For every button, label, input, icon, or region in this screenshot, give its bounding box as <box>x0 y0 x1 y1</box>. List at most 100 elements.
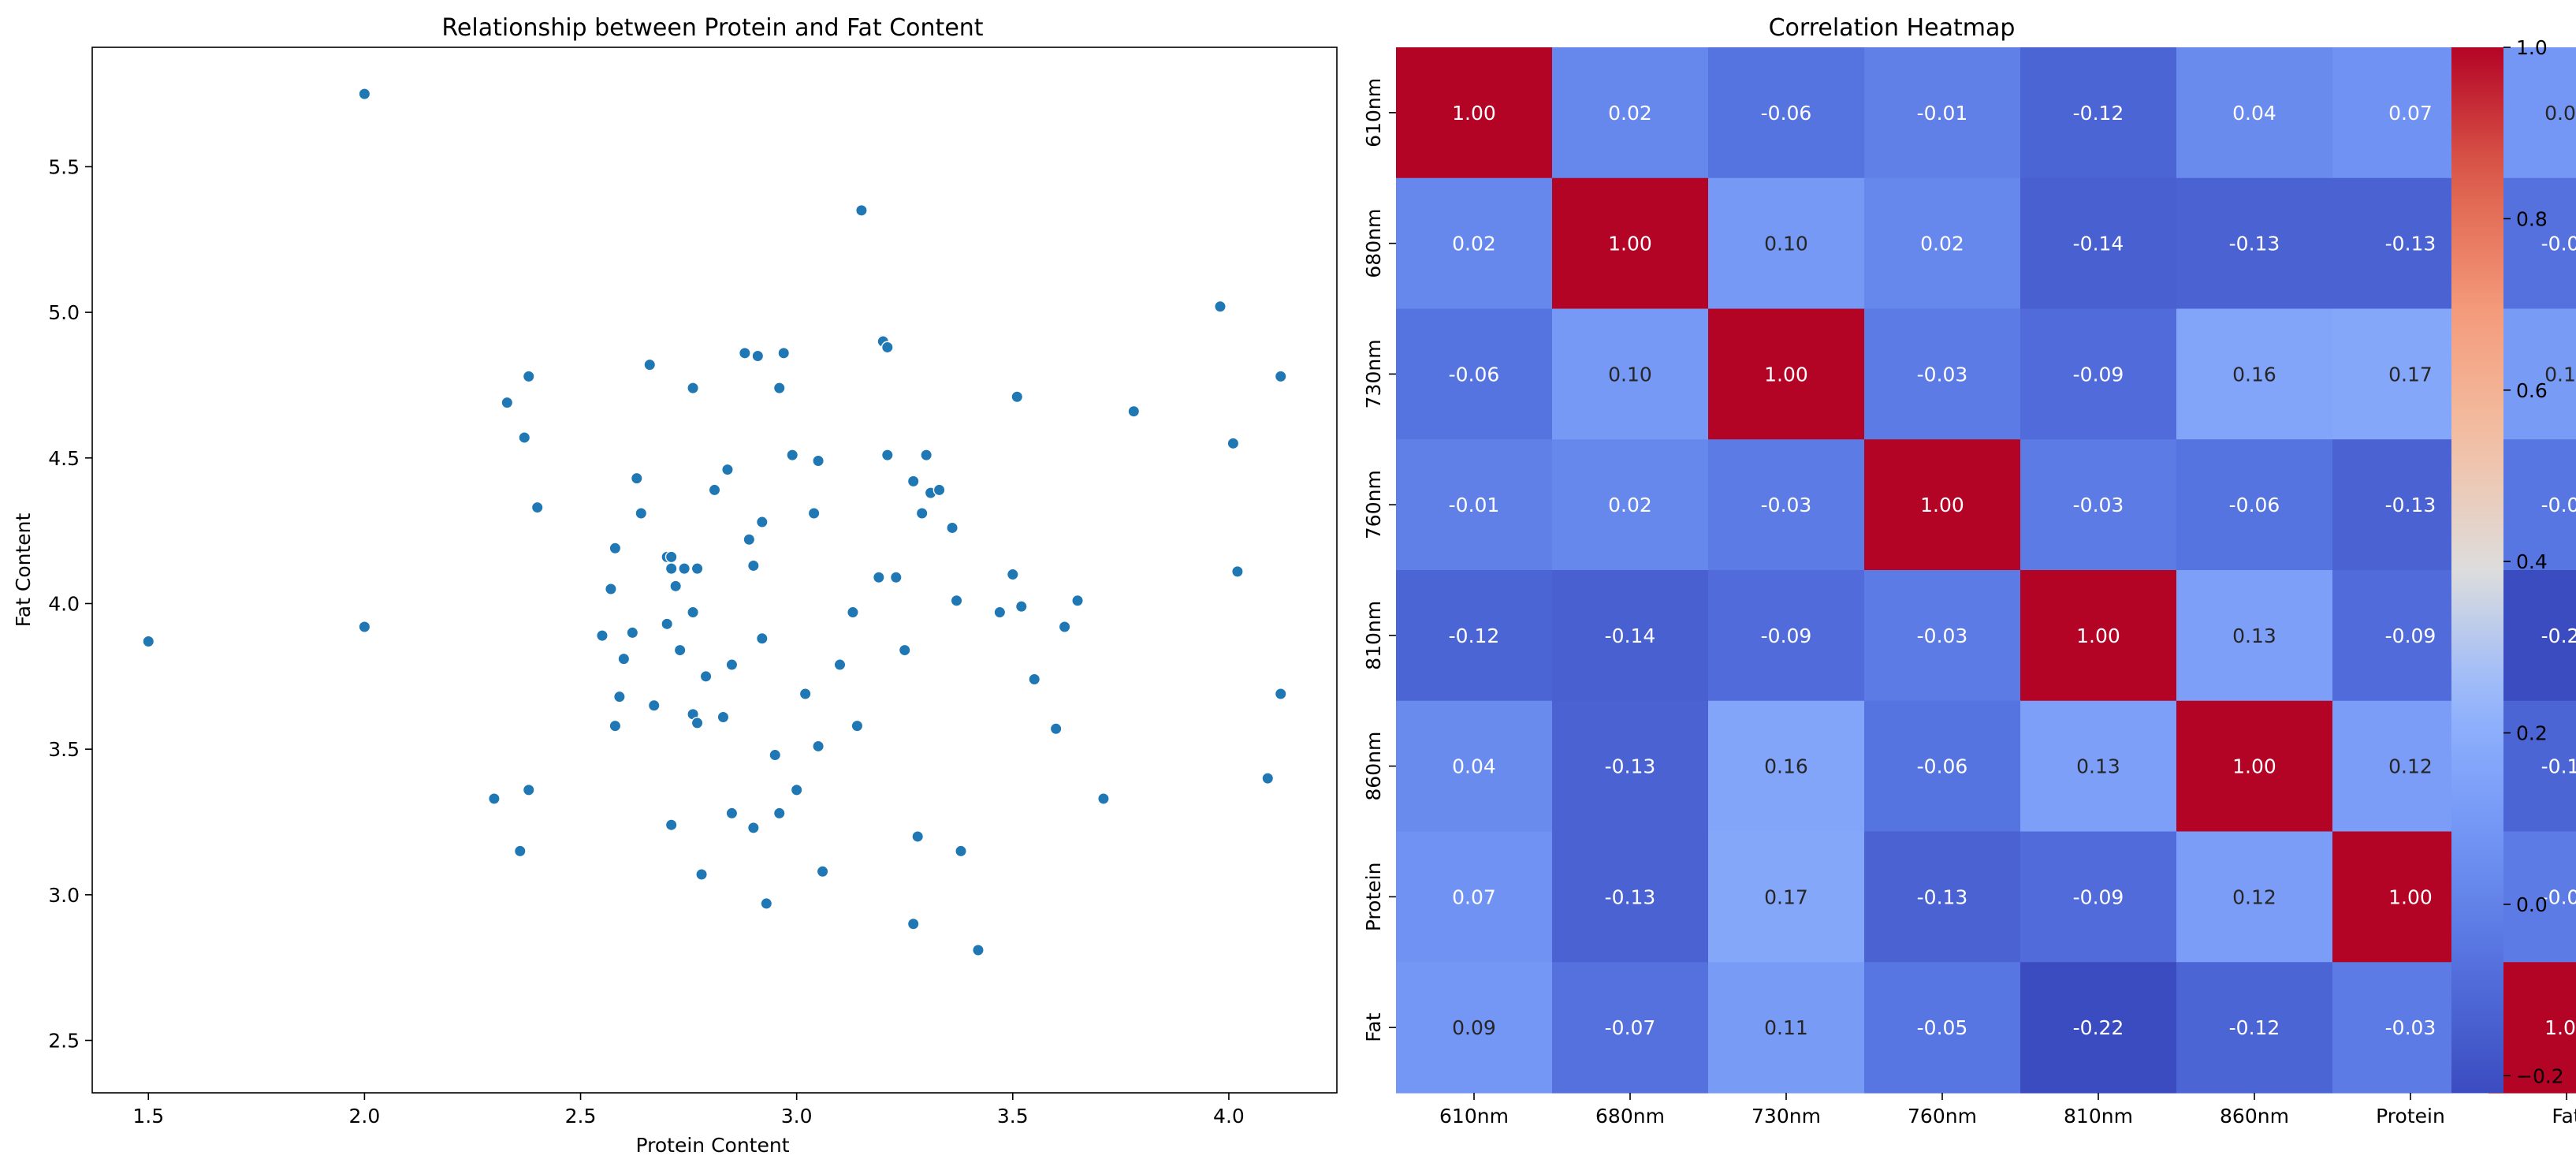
heatmap-cell-label: 0.13 <box>2232 624 2276 647</box>
scatter-point <box>358 621 371 633</box>
scatter-point <box>906 917 920 930</box>
heatmap-cell <box>1864 47 2021 179</box>
scatter-x-tick-label: 2.5 <box>565 1105 597 1128</box>
scatter-point <box>889 571 903 584</box>
heatmap-y-tick-label: 680nm <box>1362 209 1385 278</box>
scatter-title: Relationship between Protein and Fat Con… <box>441 14 983 42</box>
scatter-point <box>760 897 773 910</box>
scatter-point <box>955 844 967 858</box>
scatter-point <box>678 562 691 576</box>
heatmap-y-tick-label: 730nm <box>1362 339 1385 408</box>
scatter-point <box>880 341 894 354</box>
scatter-point <box>664 562 678 576</box>
scatter-point <box>812 740 825 753</box>
heatmap-cell-label: -0.03 <box>1917 624 1968 647</box>
colorbar-tick-label: 1.0 <box>2516 36 2548 59</box>
scatter-point <box>687 382 699 395</box>
scatter-y-axis: 2.5 3.0 3.5 4.0 4.5 5.0 5.5 <box>48 155 92 1053</box>
scatter-point <box>769 748 782 762</box>
heatmap-cell <box>2176 439 2333 571</box>
scatter-point <box>786 449 799 462</box>
scatter-y-tick-label: 5.5 <box>48 155 80 178</box>
heatmap-cell <box>1552 962 1709 1094</box>
heatmap-cell-label: -0.03 <box>2073 494 2124 516</box>
colorbar-tick-label: 0.8 <box>2516 207 2548 230</box>
scatter-point <box>687 606 699 619</box>
scatter-y-label: Fat Content <box>12 513 35 628</box>
scatter-point <box>664 818 678 832</box>
scatter-point <box>920 449 933 462</box>
heatmap-cell-label: -0.09 <box>2385 624 2436 647</box>
scatter-point <box>1227 437 1240 450</box>
scatter-point <box>772 807 786 820</box>
heatmap-cell-label: 0.04 <box>2232 102 2276 125</box>
heatmap-cell <box>1396 700 1553 833</box>
scatter-point <box>790 783 803 796</box>
scatter-point <box>1058 621 1071 633</box>
heatmap-cell-label: -0.05 <box>2541 494 2576 516</box>
scatter-point <box>522 370 535 383</box>
scatter-point <box>1028 673 1041 686</box>
heatmap-cell <box>1396 439 1553 571</box>
scatter-point <box>880 449 894 462</box>
heatmap-cell-label: 0.11 <box>1764 1016 1808 1039</box>
scatter-point <box>1214 300 1227 313</box>
heatmap-cell <box>1864 831 2021 963</box>
scatter-point <box>915 507 929 520</box>
heatmap-cell-label: -0.07 <box>1605 1016 1656 1039</box>
scatter-point <box>751 349 765 363</box>
scatter-point <box>647 699 661 712</box>
heatmap-cell <box>2020 177 2177 310</box>
scatter-point <box>872 571 885 584</box>
heatmap-cell-label: -0.13 <box>2229 233 2280 255</box>
heatmap-cell-label: 0.12 <box>2388 755 2433 778</box>
heatmap-cell <box>1708 570 1865 702</box>
heatmap-title: Correlation Heatmap <box>1769 14 2016 42</box>
scatter-point <box>1097 792 1110 805</box>
scatter-x-axis: 1.5 2.0 2.5 3.0 3.5 4.0 <box>132 1093 1245 1128</box>
heatmap-cell-label: -0.12 <box>1449 624 1500 647</box>
heatmap-cell-label: -0.14 <box>1605 624 1656 647</box>
scatter-point <box>755 632 769 645</box>
heatmap-cell <box>2020 570 2177 702</box>
heatmap-cell <box>1396 962 1553 1094</box>
heatmap-cell <box>1708 700 1865 833</box>
heatmap-x-tick-label: 760nm <box>1908 1105 1977 1128</box>
heatmap-x-tick-label: Fat <box>2552 1105 2576 1128</box>
heatmap-cell <box>1708 962 1865 1094</box>
scatter-point <box>596 629 609 643</box>
heatmap-x-tick-label: Protein <box>2376 1105 2445 1128</box>
scatter-panel: Relationship between Protein and Fat Con… <box>12 14 1338 1157</box>
heatmap-y-tick-label: 860nm <box>1362 732 1385 801</box>
scatter-point <box>1049 722 1063 736</box>
colorbar-axis: −0.2 0.0 0.2 0.4 0.6 0.8 1.0 <box>2503 36 2564 1087</box>
heatmap-cell <box>2020 308 2177 440</box>
heatmap-cell-label: 0.02 <box>1608 102 1652 125</box>
heatmap-cell <box>1864 439 2021 571</box>
scatter-point <box>738 346 751 360</box>
scatter-y-tick-label: 3.5 <box>48 738 80 761</box>
scatter-point <box>906 475 920 488</box>
heatmap-cell-label: -0.22 <box>2073 1016 2124 1039</box>
scatter-point <box>617 652 631 665</box>
scatter-x-tick-label: 3.5 <box>997 1105 1029 1128</box>
heatmap-cell <box>2020 962 2177 1094</box>
heatmap-cell <box>1552 831 1709 963</box>
scatter-x-tick-label: 1.5 <box>132 1105 164 1128</box>
heatmap-cell <box>1708 308 1865 440</box>
scatter-point <box>777 346 791 360</box>
heatmap-cell-label: 1.00 <box>1920 494 1964 516</box>
scatter-point <box>612 690 626 703</box>
heatmap-y-tick-label: 810nm <box>1362 601 1385 670</box>
heatmap-cell <box>2176 962 2333 1094</box>
heatmap-cell <box>2020 47 2177 179</box>
heatmap-cell-label: -0.13 <box>1605 885 1656 908</box>
scatter-point <box>142 635 155 648</box>
scatter-y-tick-label: 2.5 <box>48 1030 80 1053</box>
colorbar-tick-label: 0.2 <box>2516 722 2548 745</box>
heatmap-cell-label: -0.03 <box>2541 885 2576 908</box>
heatmap-cell-label: 0.16 <box>2232 363 2276 386</box>
heatmap-cell-label: -0.01 <box>1917 102 1968 125</box>
heatmap-cell <box>1552 439 1709 571</box>
heatmap-cell <box>1552 47 1709 179</box>
